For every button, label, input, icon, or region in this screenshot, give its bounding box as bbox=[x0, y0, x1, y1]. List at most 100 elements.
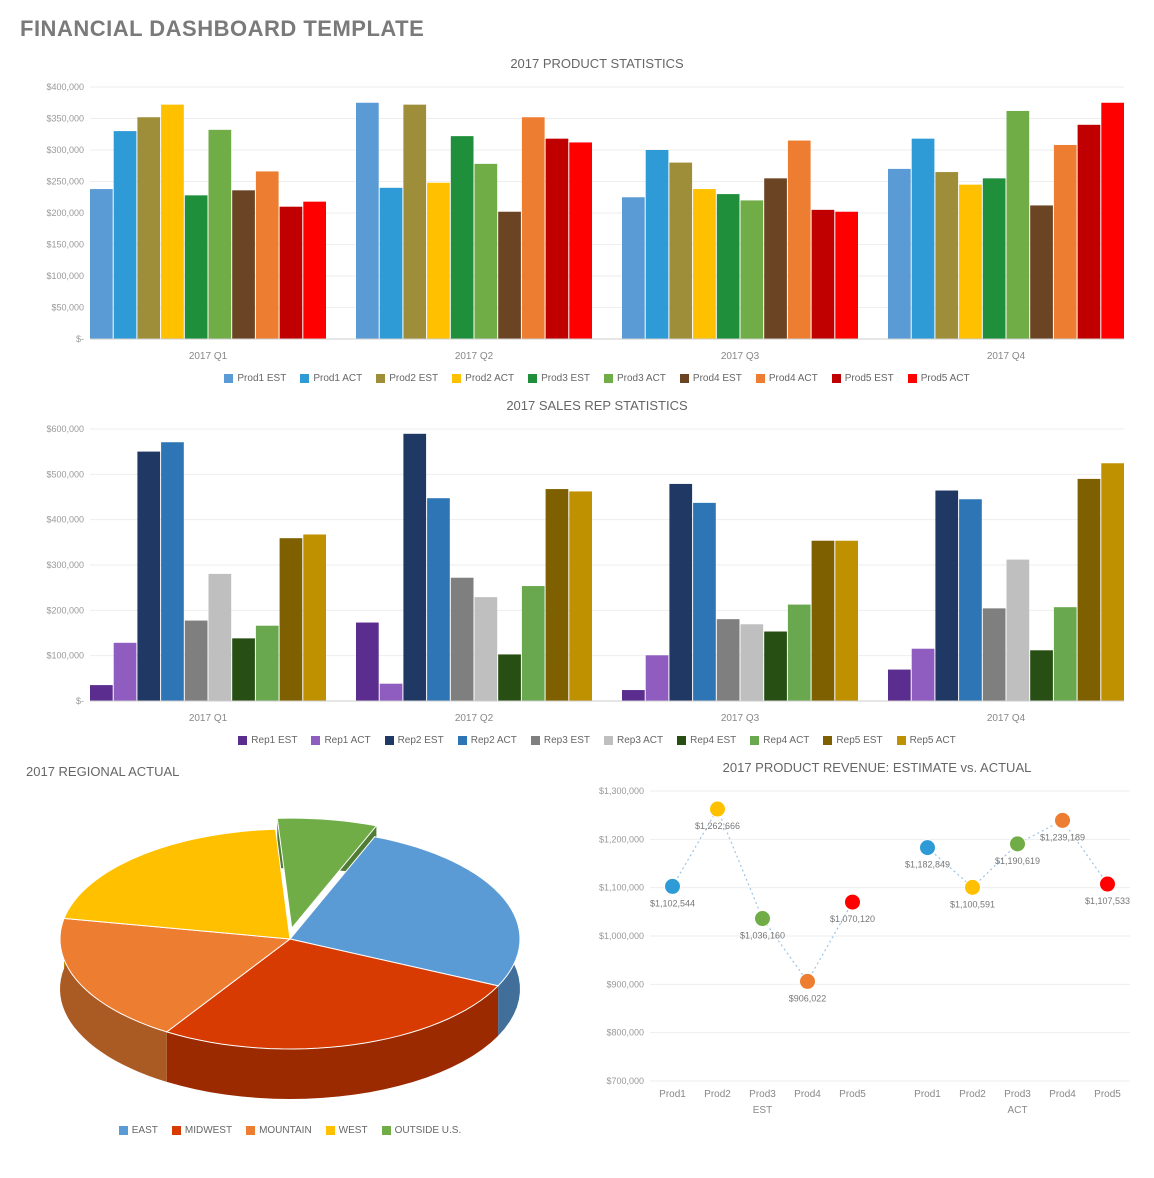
trend-line bbox=[928, 820, 1108, 887]
bar bbox=[622, 197, 645, 339]
bar bbox=[983, 608, 1006, 701]
svg-text:$400,000: $400,000 bbox=[46, 82, 84, 92]
bar bbox=[427, 498, 450, 701]
svg-text:$600,000: $600,000 bbox=[46, 424, 84, 434]
bar bbox=[1054, 145, 1077, 339]
bar bbox=[546, 489, 569, 701]
svg-text:$1,200,000: $1,200,000 bbox=[599, 834, 644, 844]
bar bbox=[1078, 479, 1101, 701]
data-point bbox=[665, 878, 681, 894]
bar bbox=[569, 491, 592, 701]
legend-item: Prod3 EST bbox=[528, 373, 590, 384]
legend-item: Rep4 ACT bbox=[750, 735, 809, 746]
data-point bbox=[965, 879, 981, 895]
bar bbox=[232, 638, 255, 701]
svg-text:$200,000: $200,000 bbox=[46, 605, 84, 615]
bar bbox=[788, 605, 811, 701]
legend-item: Prod4 ACT bbox=[756, 373, 818, 384]
bar bbox=[669, 163, 692, 339]
bar bbox=[693, 503, 716, 701]
salesrep-stats-chart: 2017 SALES REP STATISTICS $-$100,000$200… bbox=[20, 398, 1154, 746]
svg-text:$250,000: $250,000 bbox=[46, 177, 84, 187]
svg-text:Prod4: Prod4 bbox=[794, 1089, 821, 1100]
bar bbox=[303, 202, 326, 339]
legend-item: Rep5 EST bbox=[823, 735, 882, 746]
svg-text:Prod4: Prod4 bbox=[1049, 1089, 1076, 1100]
bar bbox=[888, 670, 911, 701]
svg-text:$800,000: $800,000 bbox=[606, 1028, 644, 1038]
bar bbox=[161, 105, 184, 339]
bar bbox=[137, 117, 160, 339]
bar bbox=[475, 597, 498, 701]
bar bbox=[185, 195, 208, 339]
bar bbox=[912, 649, 935, 701]
bar bbox=[646, 150, 669, 339]
bar bbox=[161, 442, 184, 701]
bar bbox=[888, 169, 911, 339]
bar bbox=[185, 621, 208, 701]
bar bbox=[427, 183, 450, 339]
svg-text:$1,036,160: $1,036,160 bbox=[740, 931, 785, 941]
data-point bbox=[1055, 812, 1071, 828]
svg-text:Prod2: Prod2 bbox=[704, 1089, 731, 1100]
svg-text:2017 Q4: 2017 Q4 bbox=[987, 713, 1026, 724]
bar bbox=[90, 685, 113, 701]
bar bbox=[232, 190, 255, 339]
bar bbox=[622, 690, 645, 701]
svg-text:Prod2: Prod2 bbox=[959, 1089, 986, 1100]
svg-text:$300,000: $300,000 bbox=[46, 145, 84, 155]
svg-text:2017 Q3: 2017 Q3 bbox=[721, 713, 760, 724]
bar bbox=[209, 574, 232, 701]
legend-item: Prod2 EST bbox=[376, 373, 438, 384]
bar bbox=[741, 200, 764, 339]
bar bbox=[959, 499, 982, 701]
svg-text:EST: EST bbox=[753, 1105, 772, 1116]
bar bbox=[356, 623, 379, 701]
bar bbox=[498, 654, 521, 701]
bar bbox=[935, 491, 958, 701]
product-stats-chart: 2017 PRODUCT STATISTICS $-$50,000$100,00… bbox=[20, 56, 1154, 384]
legend-item: Prod2 ACT bbox=[452, 373, 514, 384]
svg-text:$-: $- bbox=[76, 334, 84, 344]
svg-text:2017 Q3: 2017 Q3 bbox=[721, 351, 760, 362]
svg-text:2017 Q1: 2017 Q1 bbox=[189, 351, 228, 362]
svg-text:$1,100,000: $1,100,000 bbox=[599, 883, 644, 893]
bar bbox=[546, 139, 569, 339]
bar bbox=[669, 484, 692, 701]
svg-text:$1,107,533: $1,107,533 bbox=[1085, 896, 1130, 906]
bar bbox=[280, 207, 303, 339]
svg-text:2017 Q4: 2017 Q4 bbox=[987, 351, 1026, 362]
legend-item: Prod4 EST bbox=[680, 373, 742, 384]
page-title: FINANCIAL DASHBOARD TEMPLATE bbox=[20, 16, 1154, 42]
data-point bbox=[1010, 836, 1026, 852]
bar bbox=[522, 586, 545, 701]
bar bbox=[403, 434, 426, 701]
legend-item: Rep5 ACT bbox=[897, 735, 956, 746]
bar bbox=[90, 189, 113, 339]
svg-text:$350,000: $350,000 bbox=[46, 114, 84, 124]
bar bbox=[451, 136, 474, 339]
bar bbox=[788, 141, 811, 339]
svg-text:Prod5: Prod5 bbox=[1094, 1089, 1121, 1100]
bar bbox=[646, 655, 669, 701]
bar bbox=[764, 178, 787, 339]
bar bbox=[717, 619, 740, 701]
bar bbox=[693, 189, 716, 339]
legend-item: Prod1 EST bbox=[224, 373, 286, 384]
svg-text:$400,000: $400,000 bbox=[46, 515, 84, 525]
bar bbox=[498, 212, 521, 339]
svg-text:$300,000: $300,000 bbox=[46, 560, 84, 570]
legend-item: Rep2 ACT bbox=[458, 735, 517, 746]
legend-item: OUTSIDE U.S. bbox=[382, 1125, 462, 1136]
bar bbox=[1054, 607, 1077, 701]
bar bbox=[835, 541, 858, 701]
svg-text:ACT: ACT bbox=[1008, 1105, 1028, 1116]
svg-text:$906,022: $906,022 bbox=[789, 993, 827, 1003]
legend-item: Prod5 EST bbox=[832, 373, 894, 384]
bar bbox=[256, 171, 279, 339]
svg-text:$1,262,666: $1,262,666 bbox=[695, 821, 740, 831]
bar bbox=[741, 624, 764, 701]
svg-text:$100,000: $100,000 bbox=[46, 271, 84, 281]
svg-text:$700,000: $700,000 bbox=[606, 1076, 644, 1086]
bar bbox=[403, 105, 426, 339]
